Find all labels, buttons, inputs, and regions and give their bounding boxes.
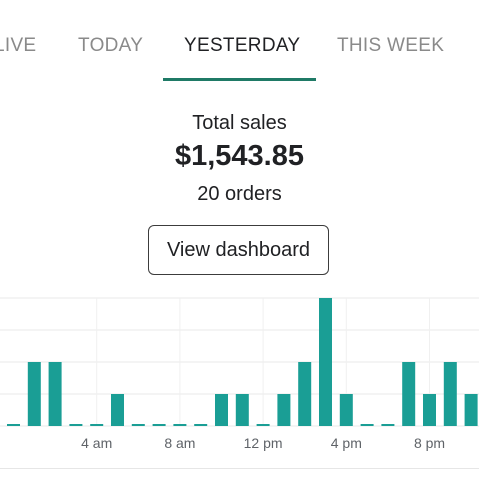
tab-yesterday[interactable]: YESTERDAY bbox=[184, 35, 301, 56]
active-tab-indicator bbox=[163, 78, 316, 81]
bar-8-pm[interactable] bbox=[423, 394, 436, 426]
x-tick-label: 8 pm bbox=[414, 435, 445, 451]
x-tick-label: 12 pm bbox=[244, 435, 283, 451]
bar-9-am[interactable] bbox=[194, 424, 208, 426]
bar-6-am[interactable] bbox=[131, 424, 145, 426]
bar-4-pm[interactable] bbox=[339, 394, 353, 426]
bar-1-pm[interactable] bbox=[277, 394, 291, 426]
bar-3-pm[interactable] bbox=[319, 298, 332, 426]
x-tick-label: 8 am bbox=[164, 435, 195, 451]
chart-svg: 4 am 8 am 12 pm 4 pm 8 pm bbox=[0, 297, 479, 451]
tab-this-week[interactable]: THIS WEEK bbox=[337, 35, 445, 56]
bar-5-am[interactable] bbox=[111, 394, 124, 426]
bar-11-am[interactable] bbox=[235, 394, 249, 426]
bar-5-pm[interactable] bbox=[360, 424, 374, 426]
bar-4-am[interactable] bbox=[90, 424, 104, 426]
bar-9-pm[interactable] bbox=[443, 362, 457, 426]
hourly-sales-chart: 4 am 8 am 12 pm 4 pm 8 pm bbox=[0, 290, 479, 479]
total-sales-label: Total sales bbox=[192, 112, 287, 134]
bar-7-pm[interactable] bbox=[402, 362, 416, 426]
bar-10-am[interactable] bbox=[215, 394, 228, 426]
bar-8-am[interactable] bbox=[173, 424, 187, 426]
bar-2-am[interactable] bbox=[48, 362, 62, 426]
bar-2-pm[interactable] bbox=[298, 362, 312, 426]
orders-count: 20 orders bbox=[197, 183, 282, 205]
bottom-divider bbox=[0, 468, 479, 469]
bar-1-am[interactable] bbox=[27, 362, 41, 426]
period-tabs: LIVE TODAY YESTERDAY THIS WEEK bbox=[0, 0, 479, 84]
tab-today[interactable]: TODAY bbox=[78, 35, 144, 56]
tab-live[interactable]: LIVE bbox=[0, 35, 37, 56]
x-tick-label: 4 am bbox=[81, 435, 112, 451]
bar-12-pm[interactable] bbox=[256, 424, 270, 426]
bar-6-pm[interactable] bbox=[381, 424, 395, 426]
view-dashboard-button[interactable]: View dashboard bbox=[148, 225, 329, 275]
bar-7-am[interactable] bbox=[152, 424, 166, 426]
bar-3-am[interactable] bbox=[69, 424, 83, 426]
bar-10-pm[interactable] bbox=[464, 394, 478, 426]
bar-12-am[interactable] bbox=[7, 424, 20, 426]
total-sales-amount: $1,543.85 bbox=[174, 140, 304, 172]
x-tick-label: 4 pm bbox=[331, 435, 362, 451]
